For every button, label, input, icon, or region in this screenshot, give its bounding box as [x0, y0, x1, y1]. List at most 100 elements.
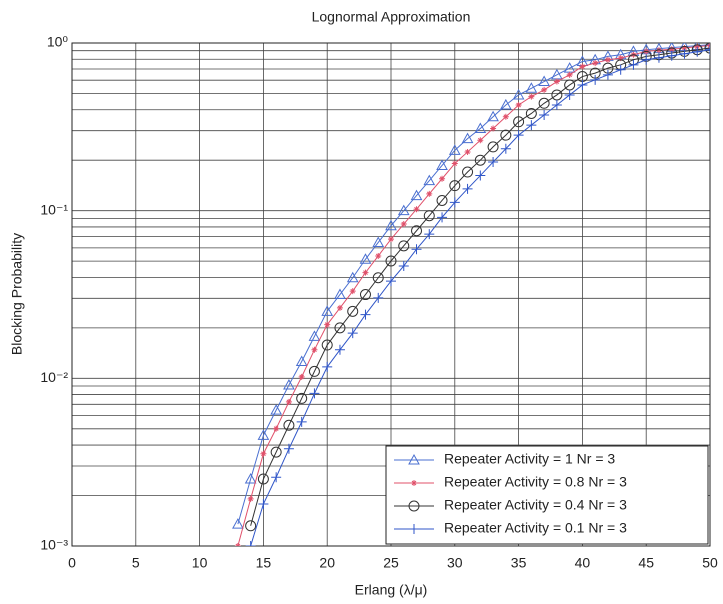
marker [502, 113, 509, 120]
marker [285, 398, 292, 405]
marker [553, 78, 560, 85]
legend: Repeater Activity = 1 Nr = 3 Repeater Act… [385, 445, 709, 545]
x-tick-label: 15 [256, 555, 272, 571]
marker [500, 129, 512, 141]
marker [590, 74, 601, 85]
marker [528, 93, 535, 100]
marker [615, 64, 626, 75]
series-line [250, 47, 710, 526]
marker [373, 292, 384, 303]
marker [309, 388, 320, 399]
chart-title: Lognormal Approximation [312, 9, 471, 25]
marker [296, 416, 307, 427]
marker [564, 89, 575, 100]
marker [617, 55, 624, 62]
marker [436, 159, 448, 170]
marker [270, 446, 282, 458]
marker [449, 180, 461, 192]
marker [462, 183, 473, 194]
x-axis-label: Erlang (λ/μ) [355, 582, 428, 598]
marker [336, 304, 343, 311]
marker [386, 276, 396, 287]
marker [360, 309, 371, 320]
marker [273, 425, 280, 432]
marker [308, 365, 320, 377]
marker [424, 229, 435, 240]
marker [525, 82, 538, 93]
marker [602, 69, 613, 80]
marker [245, 541, 256, 546]
marker [515, 101, 522, 108]
y-tick-label: 10⁰ [47, 34, 69, 50]
marker [372, 236, 385, 247]
marker [464, 148, 471, 155]
marker [487, 141, 499, 153]
marker [694, 43, 701, 50]
marker [398, 240, 410, 252]
legend-label: Repeater Activity = 0.4 Nr = 3 [444, 497, 627, 513]
marker [488, 157, 499, 168]
marker [334, 344, 345, 355]
y-tick-label: 10⁻² [40, 369, 68, 385]
marker [385, 219, 397, 231]
marker [604, 56, 611, 63]
marker [551, 99, 562, 110]
marker [271, 472, 282, 483]
marker [566, 71, 573, 78]
marker [244, 472, 257, 484]
x-tick-label: 5 [132, 555, 140, 571]
marker [692, 46, 703, 57]
marker [296, 392, 308, 404]
marker [334, 288, 346, 300]
legend-label: Repeater Activity = 1 Nr = 3 [444, 451, 615, 467]
marker [295, 355, 308, 367]
y-tick-label: 10⁻³ [40, 537, 68, 553]
marker [474, 122, 487, 134]
marker [551, 89, 563, 101]
marker [400, 221, 407, 228]
marker [258, 499, 269, 510]
marker [628, 59, 639, 70]
series-line [237, 44, 710, 525]
marker [490, 125, 497, 132]
marker [679, 48, 690, 59]
marker [257, 429, 270, 440]
marker [461, 132, 474, 144]
marker [257, 473, 269, 485]
marker [448, 144, 461, 155]
marker [283, 443, 294, 454]
marker [449, 197, 460, 208]
marker [704, 43, 710, 54]
legend-label: Repeater Activity = 0.1 Nr = 3 [444, 520, 627, 536]
marker [270, 404, 283, 415]
marker [245, 520, 257, 532]
marker [462, 166, 474, 178]
marker [500, 143, 511, 154]
marker [499, 98, 512, 110]
y-axis-label: Blocking Probability [9, 233, 25, 355]
marker [362, 269, 369, 276]
marker [408, 500, 420, 512]
marker [437, 212, 448, 223]
y-tick-label: 10⁻¹ [40, 201, 68, 217]
x-tick-label: 20 [319, 555, 335, 571]
marker [346, 271, 359, 283]
marker [668, 46, 675, 53]
marker [397, 204, 410, 216]
marker [538, 97, 550, 109]
marker [538, 75, 550, 87]
marker [408, 453, 420, 465]
marker [359, 253, 372, 264]
marker [311, 346, 318, 353]
marker [298, 373, 305, 380]
marker [410, 189, 423, 201]
marker [579, 63, 586, 70]
marker [232, 518, 244, 529]
marker [474, 154, 486, 166]
marker [439, 175, 446, 182]
marker [372, 272, 384, 284]
marker [375, 252, 382, 259]
marker [398, 260, 409, 271]
x-tick-label: 10 [192, 555, 208, 571]
